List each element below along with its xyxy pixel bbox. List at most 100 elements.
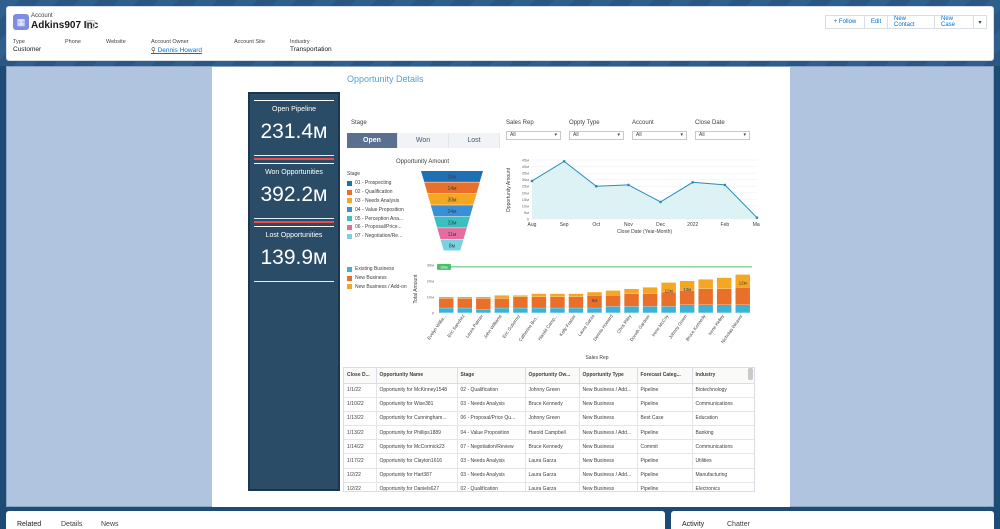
bar-segment — [513, 297, 528, 308]
bar-legend-item[interactable]: New Business — [347, 274, 407, 283]
table-row[interactable]: 1/1/22 Opportunity for McKinney1548 02 - Q… — [344, 383, 754, 398]
legend-label: 04 - Value Proposition — [355, 206, 404, 213]
tab-activity[interactable]: Activity — [682, 521, 705, 528]
bar-data-label: 9м — [592, 298, 598, 303]
table-row[interactable]: 1/2/22 Opportunity for Daniels627 02 - Qua… — [344, 482, 754, 491]
new-contact-button[interactable]: New Contact — [887, 15, 935, 29]
column-header[interactable]: Stage — [457, 368, 526, 384]
x-tick-label: Eric Sanchez — [446, 313, 466, 338]
data-point — [723, 183, 727, 187]
funnel-legend-item[interactable]: 04 - Value Proposition — [347, 205, 404, 214]
tab-related[interactable]: Related — [17, 521, 42, 528]
y-tick-label: 20м — [427, 279, 434, 284]
activity-tabs-panel: Activity Chatter — [671, 511, 994, 529]
filter-select[interactable]: All ▾ — [569, 131, 624, 140]
table-cell: Laura Garza — [525, 482, 580, 491]
stage-tab-open[interactable]: Open — [347, 133, 398, 148]
field-account-site: Account Site — [234, 39, 268, 54]
column-header[interactable]: Opportunity Type — [579, 368, 638, 384]
funnel-legend-item[interactable]: 03 - Needs Analysis — [347, 197, 404, 206]
table-cell: Opportunity for Clayton1616 — [376, 453, 458, 469]
stage-tab-lost[interactable]: Lost — [449, 133, 500, 148]
x-axis-label: Close Date (Year-Month) — [617, 229, 672, 235]
table-cell: New Business / Add... — [579, 383, 638, 398]
legend-swatch — [347, 224, 352, 230]
field-label: Account Site — [234, 39, 265, 45]
bar-segment — [568, 293, 584, 297]
account-owner-link[interactable]: ⚲ Dennis Howard — [151, 46, 212, 54]
table-row[interactable]: 1/13/22 Opportunity for Phillips1889 04 - … — [344, 425, 754, 441]
hierarchy-icon[interactable]: ⚇ — [86, 20, 95, 29]
table-cell: New Business / Add... — [579, 425, 638, 441]
table-row[interactable]: 1/14/22 Opportunity for McCormick23 07 - N… — [344, 439, 754, 455]
filter-bar: Sales Rep All ▾ Oppty Type All ▾ Account All ▾… — [506, 120, 758, 140]
filter-select[interactable]: All ▾ — [695, 131, 750, 140]
kpi-label: Open Pipeline — [272, 106, 316, 113]
tab-details[interactable]: Details — [61, 521, 83, 528]
more-actions-button[interactable]: ▾ — [973, 15, 987, 29]
table-cell: New Business / Add... — [579, 468, 638, 483]
x-tick-label: Dennis Howard — [592, 313, 614, 341]
kpi-divider — [254, 158, 334, 160]
bar-segment — [550, 308, 565, 313]
owner-name[interactable]: Dennis Howard — [157, 47, 203, 54]
column-header[interactable]: Opportunity Name — [376, 368, 458, 384]
bar-segment — [735, 305, 750, 313]
x-tick-label: Dec — [656, 222, 665, 228]
bar-legend-item[interactable]: Existing Business — [347, 265, 407, 274]
table-scrollbar[interactable] — [748, 368, 753, 380]
kpi-open-pipeline[interactable]: Open Pipeline 231.4м — [254, 100, 334, 156]
tab-chatter[interactable]: Chatter — [727, 521, 750, 528]
table-cell: New Business — [579, 482, 638, 491]
table-row[interactable]: 1/10/22 Opportunity for Wise381 03 - Needs… — [344, 397, 754, 412]
column-header[interactable]: Forecast Categ... — [637, 368, 693, 384]
table-cell: Opportunity for Hart387 — [376, 468, 458, 483]
table-row[interactable]: 1/13/22 Opportunity for Cunningham... 06 -… — [344, 411, 754, 427]
follow-button[interactable]: + Follow — [825, 15, 865, 29]
filter-close-date: Close Date All ▾ — [695, 120, 750, 140]
kpi-won-opportunities[interactable]: Won Opportunities 392.2м — [254, 163, 334, 219]
table-row[interactable]: 1/2/22 Opportunity for Hart387 03 - Needs … — [344, 468, 754, 483]
funnel-legend-item[interactable]: 01 - Prospecting — [347, 179, 404, 188]
table-cell: Pipeline — [637, 468, 693, 483]
y-tick-label: 40м — [522, 164, 529, 169]
kpi-divider — [254, 221, 334, 223]
funnel-legend-item[interactable]: 06 - Proposal/Price... — [347, 223, 404, 232]
table-row[interactable]: 1/17/22 Opportunity for Clayton1616 03 - N… — [344, 453, 754, 469]
new-case-button[interactable]: New Case — [934, 15, 974, 29]
filter-value: All — [636, 132, 642, 138]
column-header[interactable]: Close D... — [344, 368, 377, 384]
table-cell: New Business — [579, 439, 638, 455]
bar-legend-item[interactable]: New Business / Add-on — [347, 283, 407, 292]
y-axis-label: Total Amount — [413, 274, 419, 304]
filter-select[interactable]: All ▾ — [506, 131, 561, 140]
funnel-legend-item[interactable]: 07 - Negotiation/Re... — [347, 232, 404, 241]
field-label: Phone — [65, 39, 81, 45]
kpi-lost-opportunities[interactable]: Lost Opportunities 139.9м — [254, 226, 334, 282]
x-tick-label: Bruce Kennedy — [685, 313, 707, 342]
stage-tab-won[interactable]: Won — [398, 133, 449, 148]
kpi-label: Lost Opportunities — [265, 232, 323, 239]
column-header[interactable]: Industry — [692, 368, 754, 384]
highlights-panel: Type Customer Phone Website Account Owner… — [13, 39, 372, 54]
table-cell: Opportunity for McCormick23 — [376, 439, 458, 455]
x-tick-label: John Williams — [483, 313, 503, 339]
series-line — [531, 160, 758, 219]
legend-swatch — [347, 233, 352, 239]
table-cell: Best Case — [637, 411, 693, 427]
legend-swatch — [347, 284, 352, 290]
funnel-legend-item[interactable]: 02 - Qualification — [347, 188, 404, 197]
funnel-legend-item[interactable]: 05 - Perception Ana... — [347, 214, 404, 223]
opportunity-table: Close D... Opportunity Name Stage Opportuni… — [343, 367, 755, 492]
x-tick-label: Feb — [721, 222, 730, 228]
column-header[interactable]: Opportunity Ow... — [525, 368, 580, 384]
chevron-down-icon: ▾ — [743, 132, 746, 138]
x-tick-label: Kelly Frazier — [558, 313, 577, 337]
funnel-chart[interactable]: 16м 14м 30м 24м 23м 11м 8м — [417, 171, 487, 251]
filter-select[interactable]: All ▾ — [632, 131, 687, 140]
bar-segment — [476, 297, 491, 299]
tab-news[interactable]: News — [101, 521, 119, 528]
edit-button[interactable]: Edit — [864, 15, 888, 29]
